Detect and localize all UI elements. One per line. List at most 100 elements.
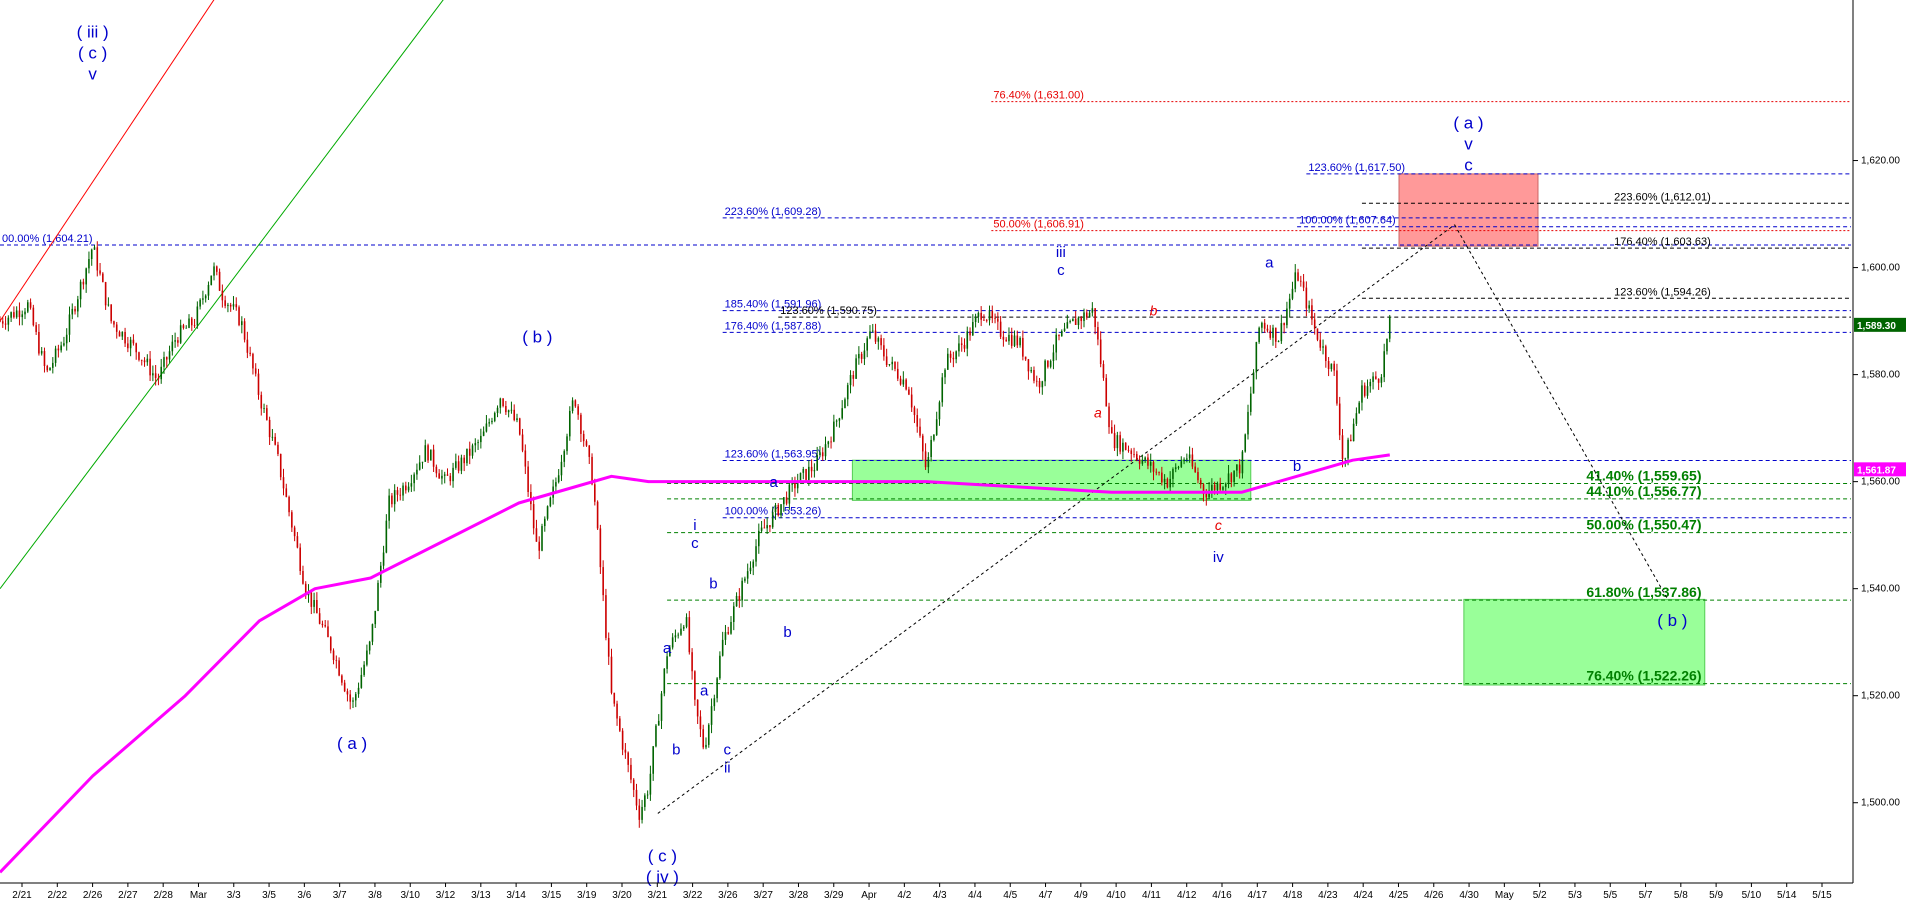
candle-body	[1219, 483, 1222, 490]
candle-body	[955, 351, 957, 360]
x-tick-label: 3/26	[718, 890, 738, 901]
candle-body	[758, 530, 760, 547]
candle-body	[1283, 323, 1285, 326]
candle-body	[402, 485, 404, 496]
candle-body	[407, 486, 410, 491]
x-tick-label: 3/22	[683, 890, 703, 901]
candle-body	[1133, 454, 1135, 455]
candle-body	[580, 414, 582, 434]
x-tick-label: 3/29	[824, 890, 844, 901]
x-tick-label: 3/19	[577, 890, 597, 901]
candle-body	[68, 314, 71, 335]
candle-body	[474, 443, 477, 446]
candle-body	[190, 318, 193, 326]
candle-body	[721, 639, 724, 656]
wave-label: v	[1464, 134, 1473, 153]
candle-body	[160, 366, 163, 380]
candle-body	[627, 752, 629, 765]
candle-body	[685, 617, 688, 627]
candle-body	[46, 365, 49, 371]
level-label: 123.60% (1,594.26)	[1614, 286, 1711, 298]
wave-label: c	[691, 535, 699, 552]
candle-body	[791, 481, 793, 485]
candle-body	[32, 307, 35, 326]
candle-body	[1199, 480, 1202, 485]
wave-label: b	[1150, 303, 1158, 319]
candle-body	[532, 504, 535, 529]
x-tick-label: 4/26	[1424, 890, 1444, 901]
candle-body	[838, 418, 841, 421]
candle-body	[663, 668, 666, 694]
x-tick-label: 5/5	[1603, 890, 1617, 901]
candle-body	[346, 691, 349, 695]
candle-body	[1266, 328, 1269, 331]
candle-body	[855, 358, 857, 379]
y-tick-label: 1,580.00	[1861, 370, 1900, 381]
candle-body	[1186, 458, 1188, 460]
candle-body	[1236, 464, 1238, 471]
level-label: 100.00% (1,607.64)	[1299, 215, 1396, 227]
candle-body	[860, 353, 863, 359]
candle-body	[1224, 483, 1227, 488]
candle-body	[941, 377, 944, 403]
candle-body	[846, 385, 849, 400]
candle-body	[644, 795, 646, 807]
candle-body	[674, 635, 677, 638]
candle-body	[438, 473, 440, 479]
candle-body	[1241, 451, 1244, 474]
candle-body	[271, 436, 274, 438]
candle-body	[82, 281, 85, 285]
candle-body	[538, 541, 541, 551]
wave-labels-layer: ( iii )( c )v( b )( a )( c )( iv )baicba…	[77, 22, 1688, 886]
candle-body	[221, 290, 224, 301]
candle-body	[446, 474, 449, 476]
candle-body	[1127, 449, 1130, 451]
candle-body	[1094, 308, 1096, 328]
candle-body	[716, 678, 718, 699]
candle-body	[268, 419, 271, 438]
candle-body	[927, 457, 930, 468]
candle-body	[535, 528, 538, 542]
candle-body	[1277, 341, 1280, 342]
candle-body	[543, 518, 546, 527]
candle-body	[610, 656, 613, 693]
candle-body	[1338, 403, 1341, 436]
candle-body	[505, 406, 507, 413]
candle-body	[449, 475, 452, 482]
candle-body	[649, 773, 652, 795]
wave-label: c	[1215, 517, 1222, 533]
candle-body	[304, 583, 307, 596]
wave-label: ( iv )	[646, 868, 679, 887]
x-tick-label: 3/21	[648, 890, 668, 901]
candle-body	[574, 400, 577, 407]
candle-body	[90, 249, 93, 260]
candle-body	[235, 304, 238, 308]
candle-body	[1077, 317, 1080, 326]
candle-body	[418, 462, 421, 470]
candle-body	[1163, 478, 1166, 483]
candle-body	[1144, 457, 1146, 460]
candle-body	[1258, 327, 1260, 343]
candle-body	[152, 373, 154, 376]
candle-body	[332, 650, 335, 661]
y-tick-label: 1,620.00	[1861, 156, 1900, 167]
candle-body	[218, 271, 221, 291]
candle-body	[1088, 312, 1091, 318]
candle-body	[827, 441, 830, 445]
candle-body	[518, 418, 521, 435]
candle-body	[1383, 351, 1385, 378]
x-tick-label: Apr	[861, 890, 877, 901]
candle-body	[1347, 439, 1349, 459]
candle-body	[1080, 317, 1083, 322]
candle-body	[810, 466, 813, 472]
candle-body	[577, 406, 579, 415]
candle-body	[257, 373, 260, 395]
candle-body	[74, 308, 76, 312]
candle-body	[405, 485, 407, 491]
wave-label: ( c )	[78, 43, 107, 62]
candle-body	[730, 621, 732, 634]
candle-body	[1269, 330, 1272, 338]
candle-body	[338, 660, 340, 676]
target-zone	[1463, 598, 1706, 686]
wave-label: ii	[724, 760, 731, 777]
